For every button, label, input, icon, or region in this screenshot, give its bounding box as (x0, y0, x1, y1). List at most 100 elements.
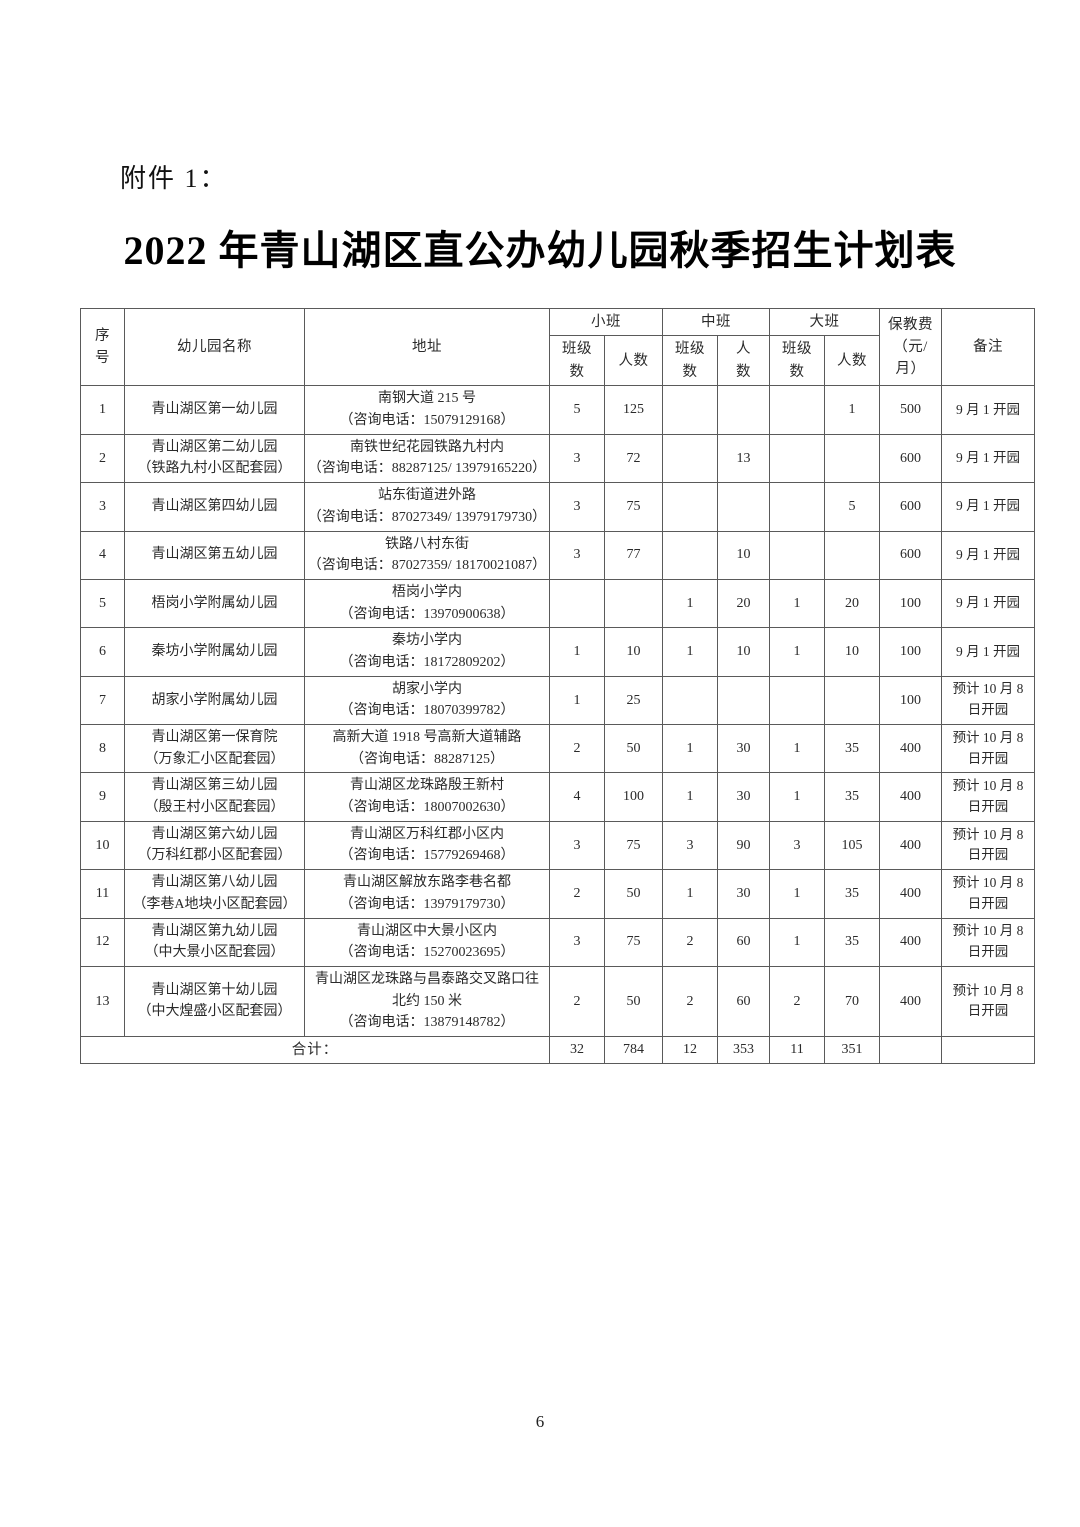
column-header-address: 地址 (304, 307, 550, 387)
cell-large-student-count: 70 (824, 965, 880, 1037)
cell-fee-line: 100 (900, 644, 921, 660)
cell-seq-line: 3 (99, 499, 106, 514)
cell-middle-class-count-line: 1 (686, 740, 694, 756)
cell-seq: 2 (80, 433, 125, 484)
table-row: 2 青山湖区第二幼儿园 （铁路九村小区配套园） 南铁世纪花园铁路九村内 （咨询电话：88… (80, 433, 1035, 484)
cell-kindergarten-name-line: （铁路九村小区配套园） (137, 461, 292, 477)
cell-address-line: 秦坊小学内 (392, 633, 462, 649)
cell-middle-student-count-line: 30 (736, 886, 751, 901)
cell-fee-line: 400 (900, 837, 921, 853)
cell-small-student-count: 50 (604, 869, 663, 919)
cell-large-student-count-line: 70 (845, 993, 859, 1009)
cell-small-class-count-line: 4 (573, 789, 581, 805)
cell-large-student-count (824, 530, 880, 580)
cell-small-student-count: 50 (604, 724, 663, 774)
cell-remark-line: 预计 10 月 8 (952, 681, 1024, 697)
cell-remark-line: 预计 10 月 8 (952, 826, 1024, 842)
cell-small-student-count-line: 10 (626, 644, 641, 660)
column-header-small-class-count: 班级 数 (549, 335, 605, 387)
cell-address: 铁路八村东街 （咨询电话：87027359/ 18170021087） (304, 530, 550, 580)
header-row-top: 序 号 幼儿园名称 地址 小班 中班 大班 保教费 （元/ 月） 备注 (80, 307, 1035, 387)
cell-middle-student-count: 20 (717, 578, 770, 629)
cell-remark-line: 日开园 (967, 702, 1009, 718)
column-header-large-class-count: 班级 数 (769, 335, 825, 387)
totals-small-class: 32 (549, 1035, 605, 1065)
cell-kindergarten-name-line: 胡家小学附属幼儿园 (151, 692, 278, 708)
cell-small-student-count-line: 75 (626, 837, 641, 853)
cell-remark-line: 9 月 1 开园 (955, 643, 1021, 659)
totals-remark (941, 1035, 1035, 1065)
cell-kindergarten-name-line: 青山湖区第一幼儿园 (151, 402, 278, 418)
cell-address-line: 青山湖区中大景小区内 (357, 923, 497, 939)
cell-large-student-count (824, 433, 880, 484)
cell-kindergarten-name-line: 青山湖区第八幼儿园 (151, 875, 278, 891)
cell-remark-line: 9 月 1 开园 (955, 450, 1021, 465)
cell-large-class-count-line: 1 (793, 934, 801, 950)
cell-kindergarten-name-line: （万象汇小区配套园） (144, 751, 285, 767)
cell-fee: 100 (879, 578, 942, 629)
cell-seq-line: 10 (95, 837, 110, 853)
cell-kindergarten-name: 青山湖区第八幼儿园 （李巷A地块小区配套园） (124, 869, 305, 919)
cell-large-class-count: 2 (769, 965, 825, 1037)
column-header-large-class-group: 大班 (769, 307, 880, 337)
cell-kindergarten-name-line: 青山湖区第五幼儿园 (151, 547, 278, 563)
enrollment-plan-table-wrapper: 序 号 幼儿园名称 地址 小班 中班 大班 保教费 （元/ 月） 备注 (80, 307, 1035, 1065)
cell-remark-line: 预计 10 月 8 (952, 778, 1024, 794)
cell-fee: 400 (879, 772, 942, 822)
cell-kindergarten-name-line: 青山湖区第四幼儿园 (151, 499, 278, 514)
cell-remark-line: 9 月 1 开园 (955, 546, 1021, 562)
table-row: 3 青山湖区第四幼儿园 站东街道进外路 （咨询电话：87027349/ 1397917… (80, 482, 1035, 532)
cell-large-student-count-line: 5 (848, 499, 856, 514)
cell-seq: 12 (80, 917, 125, 967)
cell-large-class-count-line: 1 (793, 740, 801, 756)
cell-middle-student-count: 30 (717, 724, 770, 774)
cell-large-class-count-line: 1 (793, 644, 801, 660)
cell-address: 南钢大道 215 号 （咨询电话：15079129168） (304, 385, 550, 435)
cell-address-line: （咨询电话：88287125/ 13979165220） (307, 461, 547, 477)
cell-large-student-count: 1 (824, 385, 880, 435)
totals-large-num: 351 (824, 1035, 880, 1065)
cell-small-student-count (604, 578, 663, 629)
table-row: 9 青山湖区第三幼儿园 （殷王村小区配套园） 青山湖区龙珠路殷王新村 （咨询电话：180… (80, 772, 1035, 822)
cell-remark-line: 9 月 1 开园 (955, 498, 1021, 514)
cell-small-class-count-line: 3 (573, 547, 581, 563)
cell-small-student-count: 72 (604, 433, 663, 484)
column-header-middle-class-count: 班级 数 (662, 335, 718, 387)
cell-large-student-count-line: 10 (845, 644, 859, 660)
cell-large-student-count-line: 20 (845, 595, 859, 611)
totals-row: 合计： 32 784 12 353 11 351 (80, 1035, 1035, 1065)
cell-seq: 3 (80, 482, 125, 532)
cell-large-student-count: 35 (824, 917, 880, 967)
cell-small-class-count: 2 (549, 724, 605, 774)
cell-kindergarten-name-line: （中大景小区配套园） (144, 945, 285, 961)
header-class-count-line1: 班级 (562, 341, 592, 358)
cell-seq: 4 (80, 530, 125, 580)
cell-middle-student-count: 10 (717, 530, 770, 580)
cell-address: 站东街道进外路 （咨询电话：87027349/ 13979179730） (304, 482, 550, 532)
cell-fee-line: 100 (900, 595, 921, 611)
header-fee-line3: 月） (895, 361, 926, 378)
cell-small-class-count: 4 (549, 772, 605, 822)
cell-address-line: 青山湖区龙珠路殷王新村 (350, 778, 504, 794)
cell-address: 青山湖区中大景小区内 （咨询电话：15270023695） (304, 917, 550, 967)
cell-kindergarten-name-line: （殷王村小区配套园） (144, 800, 285, 816)
cell-address-line: （咨询电话：15270023695） (339, 945, 515, 961)
cell-address-line: （咨询电话：87027359/ 18170021087） (307, 558, 547, 574)
cell-small-student-count: 75 (604, 917, 663, 967)
cell-small-class-count-line: 1 (573, 692, 581, 708)
header-fee-line2: （元/ (893, 338, 928, 355)
cell-remark-line: 预计 10 月 8 (952, 923, 1024, 939)
cell-large-student-count: 105 (824, 820, 880, 871)
cell-middle-student-count: 13 (717, 433, 770, 484)
column-header-seq: 序 号 (80, 307, 125, 387)
cell-middle-class-count (662, 385, 718, 435)
cell-middle-student-count-line: 13 (736, 450, 751, 466)
cell-small-student-count-line: 125 (623, 402, 644, 418)
cell-fee-line: 400 (900, 886, 921, 901)
table-row: 1 青山湖区第一幼儿园 南钢大道 215 号 （咨询电话：15079129168） 5 1… (80, 385, 1035, 435)
cell-address: 梧岗小学内 （咨询电话：13970900638） (304, 578, 550, 629)
header-class-count-line2: 数 (682, 363, 698, 380)
cell-small-class-count: 2 (549, 869, 605, 919)
cell-kindergarten-name-line: 梧岗小学附属幼儿园 (151, 595, 278, 611)
cell-remark-line: 日开园 (967, 944, 1009, 960)
